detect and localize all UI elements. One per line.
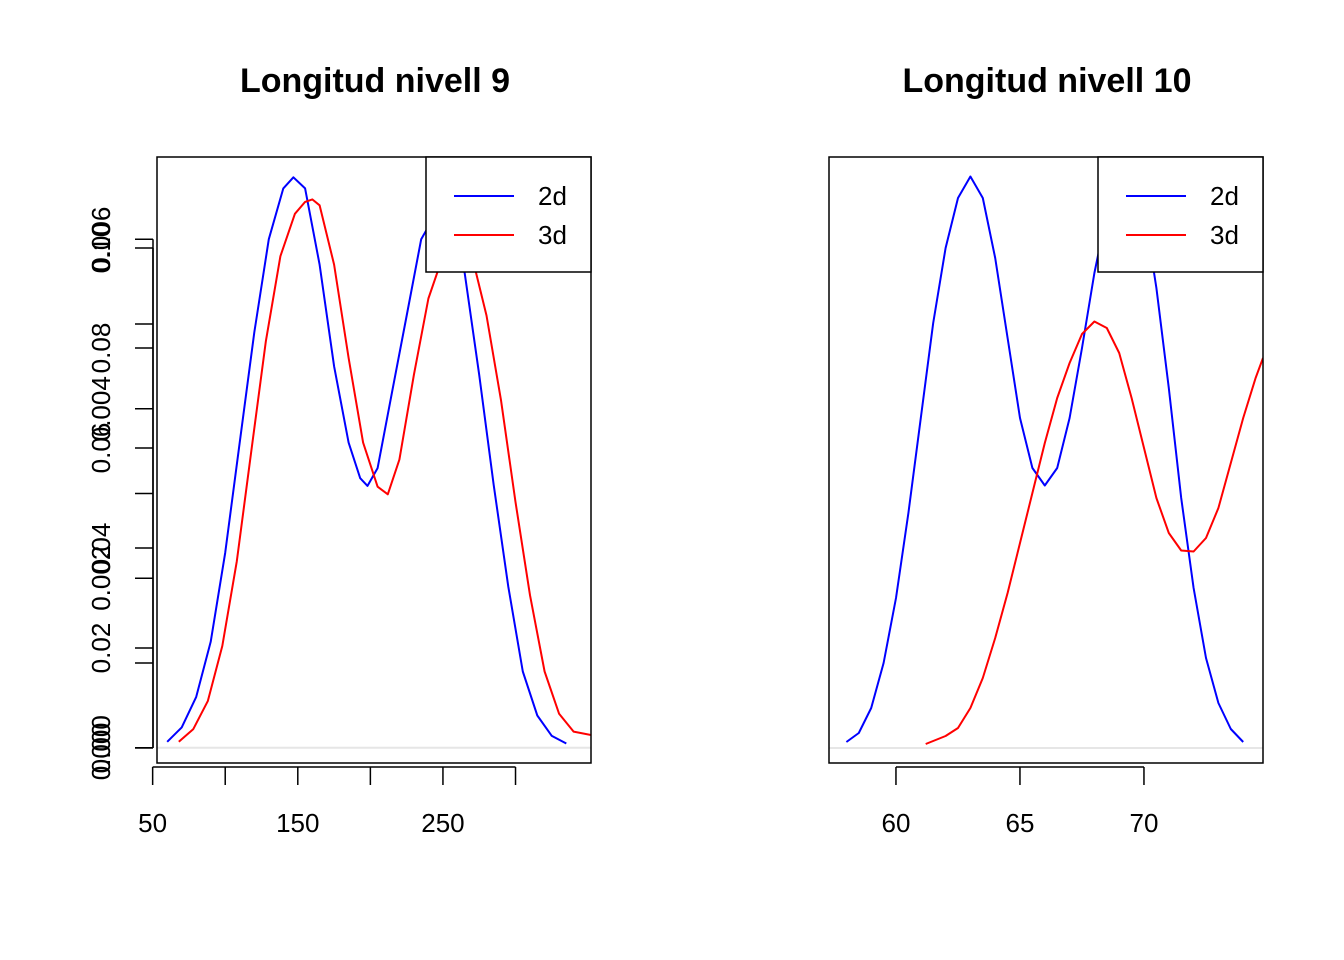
legend-label-2d: 2d — [538, 181, 567, 211]
legend-label-3d: 3d — [1210, 220, 1239, 250]
x-tick-label: 150 — [276, 808, 319, 838]
series-line-2d — [845, 172, 1244, 743]
series-line-3d — [178, 198, 591, 743]
legend-label-3d: 3d — [538, 220, 567, 250]
y-tick-label: 0.10 — [86, 223, 116, 274]
series-line-3d — [925, 320, 1263, 745]
x-tick-label: 65 — [1005, 808, 1034, 838]
legend-label-2d: 2d — [1210, 181, 1239, 211]
chart-title: Longitud nivell 10 — [902, 62, 1191, 100]
y-tick-label: 0.02 — [86, 623, 116, 674]
y-tick-label: 0.000 — [86, 715, 116, 780]
plot-frame — [828, 156, 1264, 764]
chart-title: Longitud nivell 9 — [240, 62, 510, 100]
x-tick-label: 60 — [881, 808, 910, 838]
y-tick-label: 0.06 — [86, 423, 116, 474]
y-tick-label: 0.00 — [86, 723, 116, 774]
y-tick-label: 0.04 — [86, 523, 116, 574]
legend-box — [1097, 156, 1264, 273]
x-tick-label: 250 — [421, 808, 464, 838]
y-tick-label: 0.004 — [86, 376, 116, 441]
plot-frame — [156, 156, 592, 764]
y-tick-label: 0.002 — [86, 546, 116, 611]
series-line-2d — [166, 176, 567, 745]
y-tick-label: 0.006 — [86, 207, 116, 272]
x-tick-label: 70 — [1129, 808, 1158, 838]
x-tick-label: 50 — [138, 808, 167, 838]
panel-longitud-nivell-10: Longitud nivell 10 60 65 700.000.020.040.0… — [86, 62, 1264, 838]
legend-box — [425, 156, 592, 273]
y-tick-label: 0.08 — [86, 323, 116, 374]
panel-longitud-nivell-9: Longitud nivell 9 50 150 250 0.000 0.002 0.00… — [86, 62, 592, 838]
